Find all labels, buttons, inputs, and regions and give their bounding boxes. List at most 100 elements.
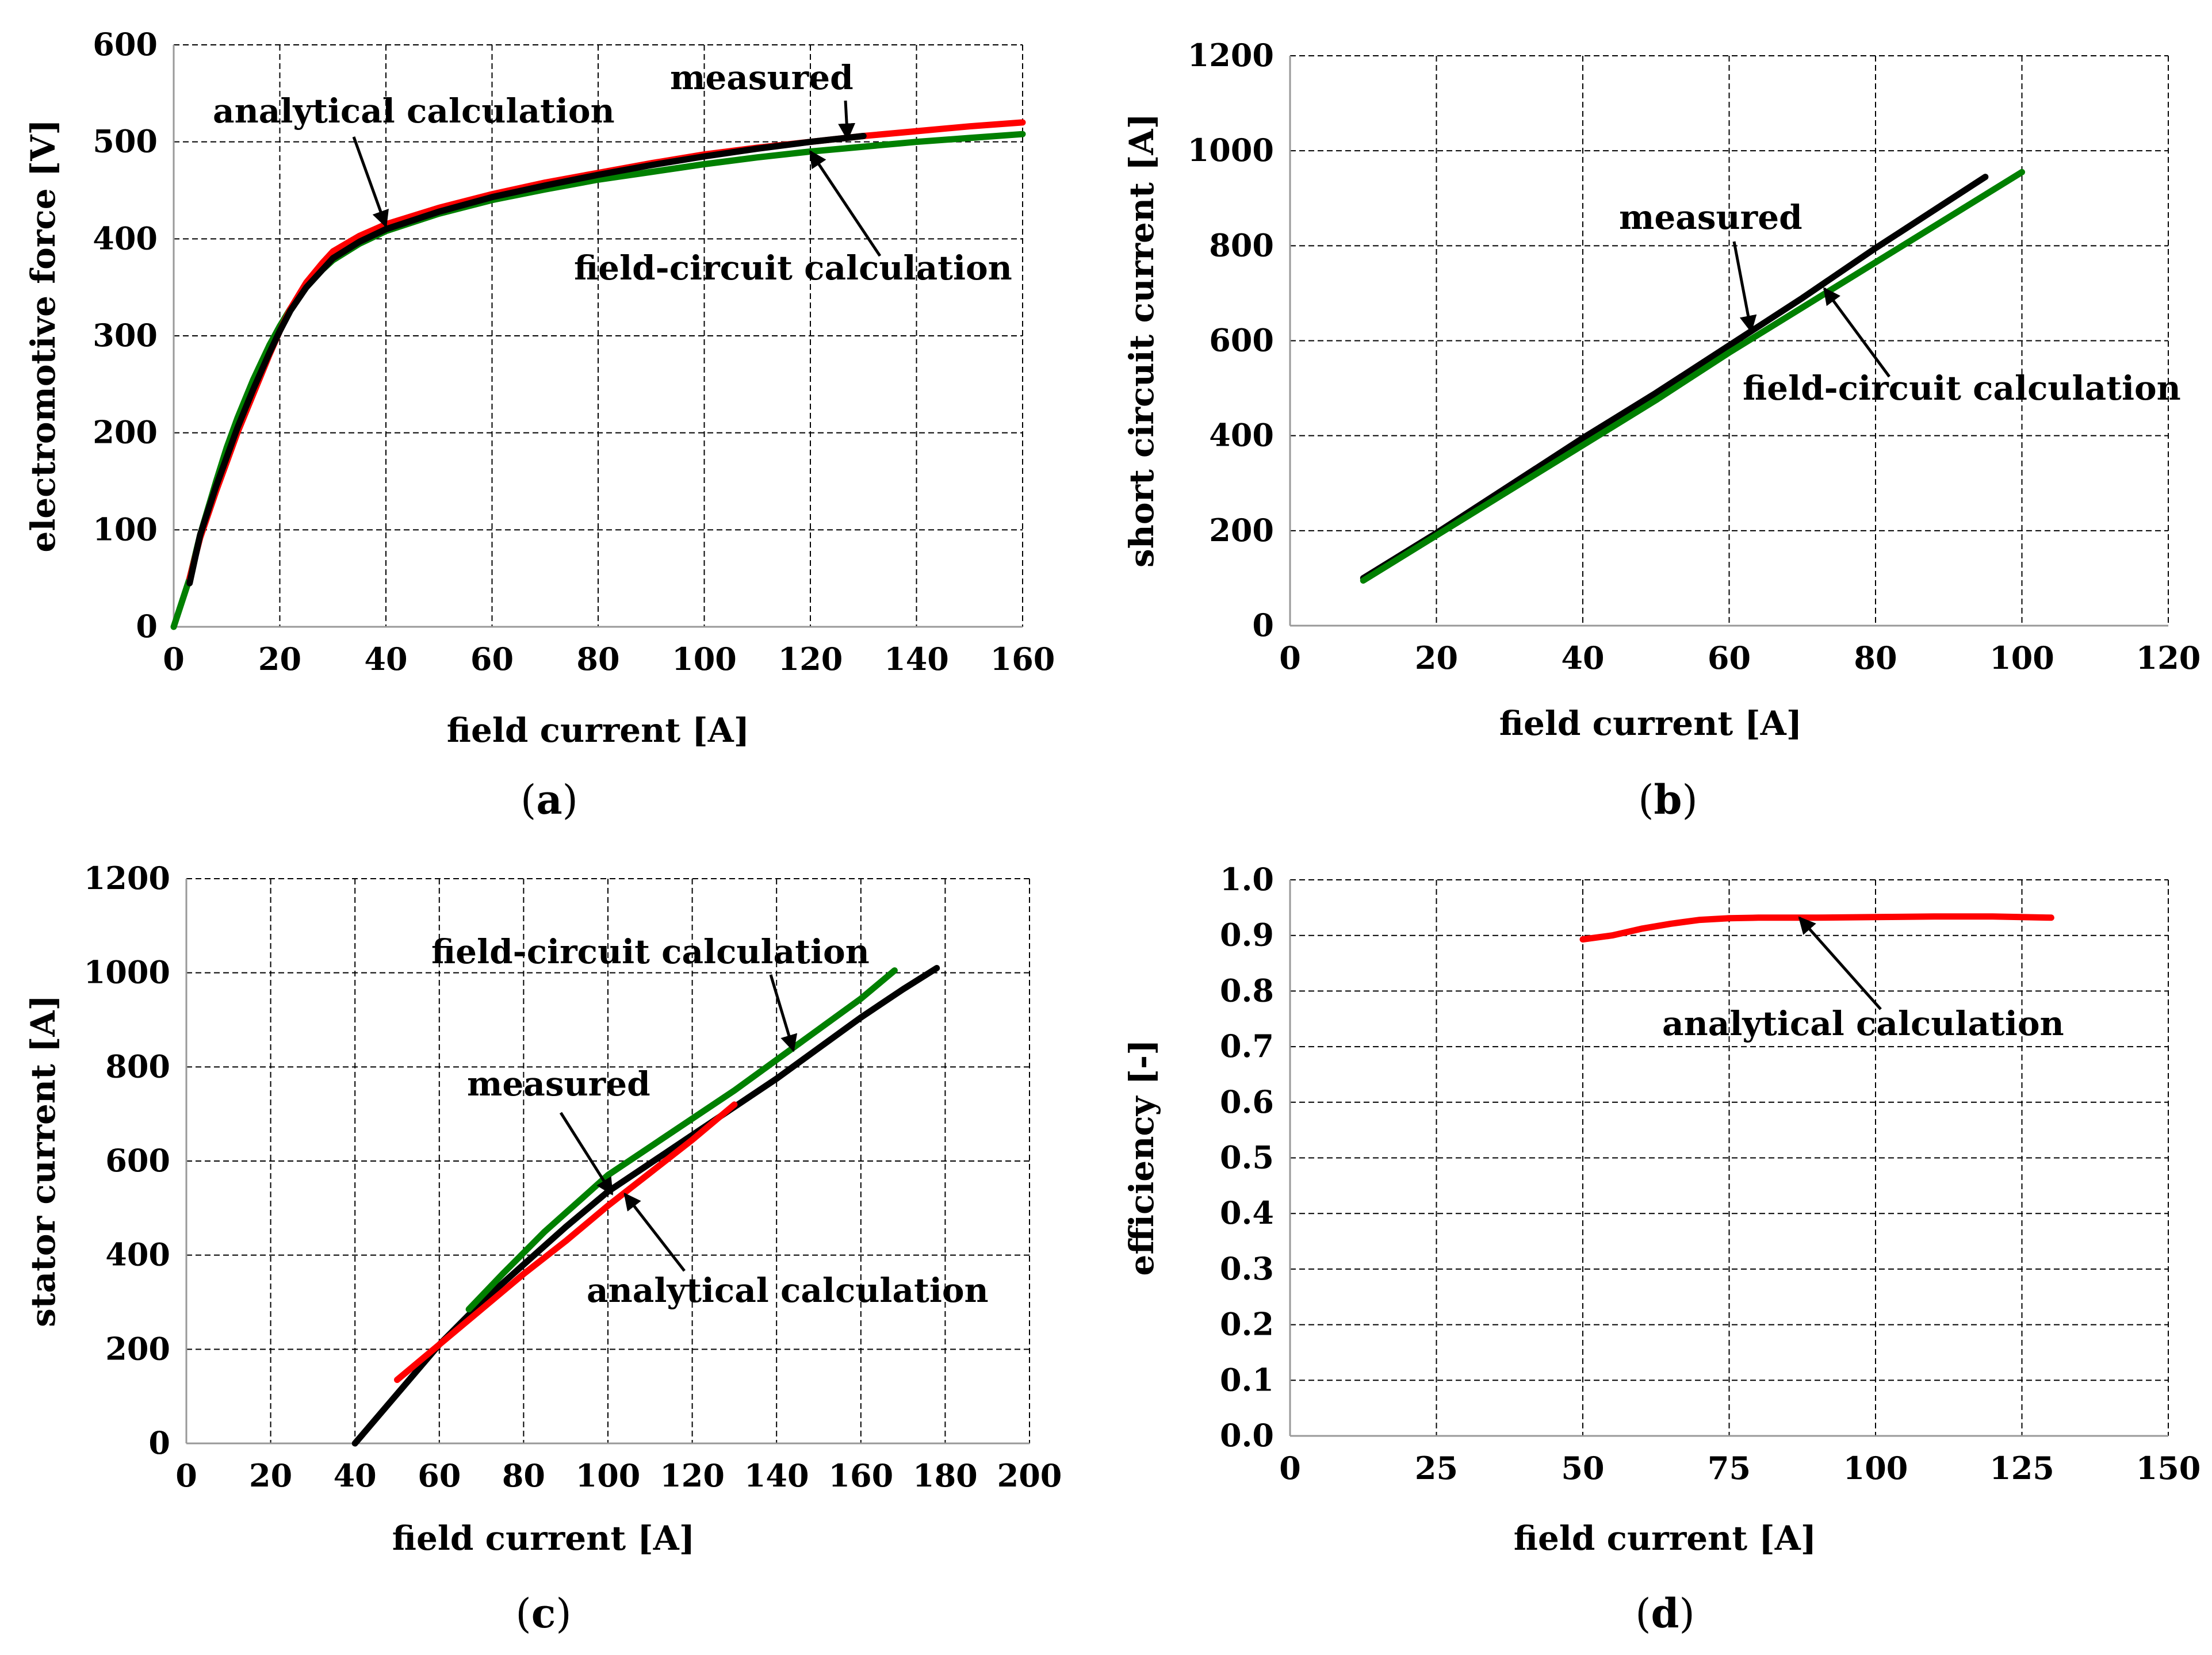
x-tick-label: 20	[258, 641, 301, 677]
annotation-label: analytical calculation	[587, 1271, 989, 1310]
chart-panel-a: 0 20 40 60 80 100 120 140 160 0 100 200 300 400 500 600…	[24, 26, 1055, 823]
y-tick-label: 100	[93, 511, 158, 547]
annotation-arrow	[1732, 241, 1757, 333]
y-tick-label: 200	[1209, 512, 1274, 549]
y-tick-label: 300	[93, 317, 158, 354]
y-tick-label: 0.4	[1220, 1194, 1274, 1231]
annotation-arrow	[1798, 916, 1882, 1010]
annotation-label: field-circuit calculation	[574, 248, 1012, 288]
x-tick-label: 140	[744, 1457, 809, 1494]
x-tick-label: 0	[1279, 1450, 1301, 1487]
y-tick-label: 200	[105, 1330, 170, 1367]
y-tick-label: 0	[148, 1424, 170, 1461]
y-tick-label: 400	[1209, 417, 1274, 454]
series-line-analytical	[1579, 913, 2054, 943]
x-tick-label: 80	[1854, 639, 1897, 676]
y-tick-label: 800	[1209, 227, 1274, 263]
y-tick-label: 0.2	[1220, 1306, 1274, 1343]
y-tick-label: 1000	[1188, 132, 1274, 168]
annotation-label: measured	[670, 58, 854, 97]
x-tick-label: 0	[163, 641, 185, 677]
x-tick-label: 0	[175, 1457, 197, 1494]
x-tick-label: 180	[913, 1457, 978, 1494]
annotation-arrow	[559, 1112, 614, 1196]
y-tick-label: 1200	[1188, 37, 1274, 74]
x-tick-label: 160	[828, 1457, 893, 1494]
y-tick-label: 0.6	[1220, 1083, 1274, 1120]
x-tick-label: 40	[334, 1457, 377, 1494]
x-axis-label: field current [A]	[1514, 1519, 1816, 1558]
y-tick-label: 500	[93, 123, 158, 160]
panel-label: (b)	[1638, 776, 1698, 823]
x-tick-label: 60	[1708, 639, 1751, 676]
x-tick-label: 40	[1561, 639, 1604, 676]
x-tick-label: 150	[2136, 1450, 2201, 1487]
annotation-arrow	[838, 100, 856, 141]
x-tick-label: 80	[576, 641, 619, 677]
annotation-label: field-circuit calculation	[1743, 369, 2181, 408]
x-tick-label: 75	[1708, 1450, 1751, 1487]
y-tick-label: 1000	[84, 954, 170, 991]
series-line-analytical	[394, 1101, 738, 1383]
y-tick-label: 800	[105, 1048, 170, 1085]
y-tick-label: 0.5	[1220, 1139, 1274, 1176]
y-tick-label: 0.1	[1220, 1361, 1274, 1398]
y-tick-label: 0.8	[1220, 972, 1274, 1009]
y-tick-label: 400	[93, 220, 158, 256]
x-tick-label: 200	[997, 1457, 1062, 1494]
x-axis-label: field current [A]	[1499, 704, 1802, 743]
x-tick-label: 120	[660, 1457, 725, 1494]
x-tick-label: 50	[1561, 1450, 1604, 1487]
series-line-analytical	[186, 119, 1026, 582]
x-tick-label: 100	[672, 641, 737, 677]
annotation-arrow	[623, 1192, 686, 1272]
x-tick-label: 25	[1415, 1450, 1458, 1487]
y-tick-label: 600	[105, 1142, 170, 1179]
y-axis-label: short circuit current [A]	[1122, 113, 1161, 568]
y-axis-label: stator current [A]	[24, 995, 63, 1327]
y-tick-label: 600	[93, 26, 158, 63]
annotation-label: measured	[1619, 198, 1802, 237]
annotation-label: measured	[467, 1064, 650, 1104]
annotation-label: analytical calculation	[213, 91, 615, 131]
y-axis-label: electromotive force [V]	[24, 119, 63, 552]
chart-panel-c: 0 20 40 60 80 100 120 140 160 180 200 0 200 400 600 800…	[24, 860, 1062, 1637]
x-tick-label: 120	[2136, 639, 2201, 676]
x-axis-label: field current [A]	[392, 1519, 695, 1558]
annotation-label: analytical calculation	[1662, 1004, 2064, 1043]
chart-panel-d: 0 25 50 75 100 125 150 0.0 0.1 0.2 0.3 0.4 0.5 0.6 0.7…	[1122, 861, 2200, 1637]
x-tick-label: 0	[1279, 639, 1301, 676]
annotation-arrow	[1823, 287, 1891, 378]
series-line-measured	[351, 965, 940, 1447]
y-tick-label: 1.0	[1220, 861, 1274, 898]
y-tick-label: 1200	[84, 860, 170, 897]
x-tick-label: 100	[1989, 639, 2054, 676]
annotation-arrow	[352, 136, 389, 228]
x-axis-label: field current [A]	[447, 711, 749, 750]
x-tick-label: 20	[1415, 639, 1458, 676]
y-tick-label: 400	[105, 1236, 170, 1273]
panel-label: (d)	[1635, 1589, 1695, 1637]
series-line-measured	[186, 133, 867, 587]
annotation-arrow	[769, 974, 798, 1052]
x-tick-label: 60	[418, 1457, 461, 1494]
x-tick-label: 60	[470, 641, 514, 677]
x-tick-label: 20	[249, 1457, 292, 1494]
x-tick-label: 40	[364, 641, 407, 677]
x-tick-label: 80	[502, 1457, 545, 1494]
y-tick-label: 0.0	[1220, 1417, 1274, 1454]
annotation-label: field-circuit calculation	[431, 932, 870, 971]
x-tick-label: 100	[576, 1457, 641, 1494]
x-tick-label: 160	[990, 641, 1055, 677]
y-tick-label: 0	[1252, 607, 1274, 643]
y-axis-label: efficiency [-]	[1122, 1039, 1161, 1275]
x-tick-label: 120	[778, 641, 843, 677]
y-tick-label: 600	[1209, 322, 1274, 359]
x-tick-label: 140	[884, 641, 949, 677]
panel-label: (a)	[521, 776, 578, 823]
y-tick-label: 0.7	[1220, 1028, 1274, 1064]
y-tick-label: 0.3	[1220, 1250, 1274, 1287]
x-tick-label: 100	[1843, 1450, 1908, 1487]
y-tick-label: 200	[93, 414, 158, 451]
